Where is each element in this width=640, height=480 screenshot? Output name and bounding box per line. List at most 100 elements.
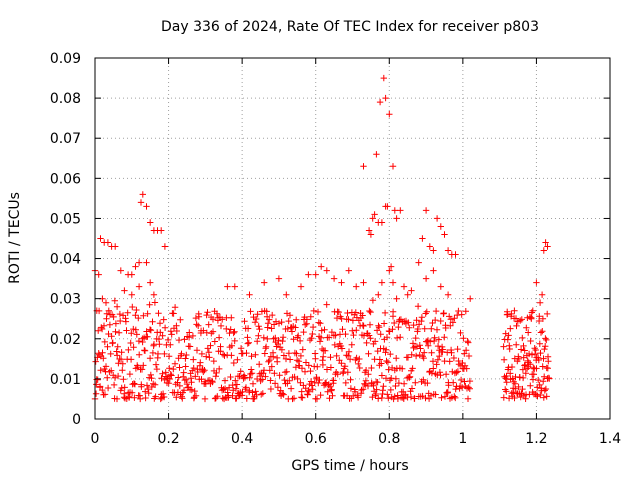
- data-point: [218, 387, 226, 394]
- data-point: [329, 392, 336, 399]
- data-point: [389, 326, 396, 333]
- data-point: [454, 368, 462, 375]
- data-point: [365, 227, 373, 234]
- data-point: [281, 376, 288, 384]
- data-point: [231, 328, 238, 335]
- data-point: [308, 335, 315, 342]
- x-tick-label: 0.6: [305, 431, 327, 447]
- data-point: [254, 338, 261, 345]
- data-point: [114, 343, 121, 350]
- data-point: [404, 291, 411, 298]
- data-point: [260, 367, 268, 374]
- data-point: [219, 316, 226, 323]
- data-point: [215, 334, 223, 341]
- data-point: [451, 315, 458, 322]
- data-point: [314, 363, 321, 370]
- data-point: [539, 315, 547, 322]
- data-point: [261, 350, 268, 357]
- data-point: [239, 388, 246, 396]
- data-point: [453, 369, 460, 376]
- data-point: [408, 351, 415, 358]
- data-point: [195, 322, 202, 329]
- data-point: [450, 379, 457, 386]
- data-point: [374, 379, 381, 386]
- data-point: [149, 349, 157, 357]
- data-point: [130, 380, 138, 387]
- data-point: [511, 394, 518, 402]
- data-point: [338, 360, 345, 367]
- data-point: [203, 311, 210, 319]
- data-point: [415, 259, 422, 266]
- data-point: [361, 380, 368, 387]
- data-point: [259, 376, 266, 383]
- data-point: [252, 388, 259, 395]
- data-point: [422, 310, 429, 317]
- data-point: [251, 319, 259, 326]
- data-point: [247, 308, 254, 315]
- data-point: [290, 395, 298, 402]
- data-point: [233, 381, 241, 388]
- data-point: [511, 307, 518, 314]
- data-point: [280, 352, 288, 359]
- data-point: [142, 394, 149, 402]
- data-point: [106, 321, 114, 328]
- data-point: [503, 372, 510, 380]
- data-point: [432, 391, 439, 398]
- data-point: [271, 380, 279, 387]
- chart-title: Day 336 of 2024, Rate Of TEC Index for r…: [161, 19, 539, 35]
- data-point: [454, 345, 461, 353]
- data-point: [230, 387, 237, 394]
- data-point: [353, 327, 360, 334]
- data-point: [270, 353, 277, 360]
- data-point: [538, 291, 546, 298]
- data-point: [151, 299, 159, 306]
- data-point: [151, 381, 159, 388]
- data-point: [371, 211, 378, 218]
- data-point: [412, 352, 420, 360]
- data-point: [275, 337, 282, 344]
- data-point: [366, 321, 374, 328]
- data-point: [104, 374, 111, 381]
- data-point: [540, 378, 547, 385]
- data-point: [136, 351, 143, 358]
- data-point: [369, 393, 376, 401]
- data-point: [133, 306, 140, 314]
- data-point: [230, 359, 237, 367]
- data-point: [247, 370, 254, 378]
- data-point: [391, 319, 398, 327]
- data-point: [228, 314, 235, 321]
- data-point: [528, 351, 536, 358]
- data-point: [104, 343, 111, 350]
- data-point: [450, 354, 458, 362]
- data-point: [441, 231, 448, 238]
- data-point: [410, 344, 417, 352]
- data-point: [380, 383, 387, 390]
- y-axis-label: ROTI / TECUs: [7, 192, 23, 284]
- data-point: [373, 386, 380, 393]
- data-point: [120, 376, 127, 383]
- data-point: [159, 332, 166, 339]
- data-point: [415, 321, 423, 328]
- data-point: [217, 322, 225, 330]
- data-point: [544, 310, 551, 318]
- data-point: [108, 367, 115, 374]
- data-point: [292, 324, 299, 331]
- data-point: [545, 358, 552, 365]
- data-point: [105, 307, 112, 314]
- data-point: [452, 385, 459, 393]
- data-point: [323, 267, 330, 274]
- data-point: [256, 361, 263, 368]
- data-point: [112, 328, 119, 335]
- data-point: [219, 351, 227, 358]
- data-point: [208, 330, 215, 337]
- data-point: [334, 371, 341, 378]
- data-point: [188, 386, 195, 394]
- data-point: [381, 309, 389, 317]
- data-point: [385, 366, 392, 373]
- data-point: [380, 320, 388, 327]
- data-point: [384, 391, 391, 398]
- data-point: [532, 346, 539, 354]
- data-point: [428, 349, 435, 356]
- data-point: [224, 283, 231, 290]
- data-point: [276, 372, 283, 379]
